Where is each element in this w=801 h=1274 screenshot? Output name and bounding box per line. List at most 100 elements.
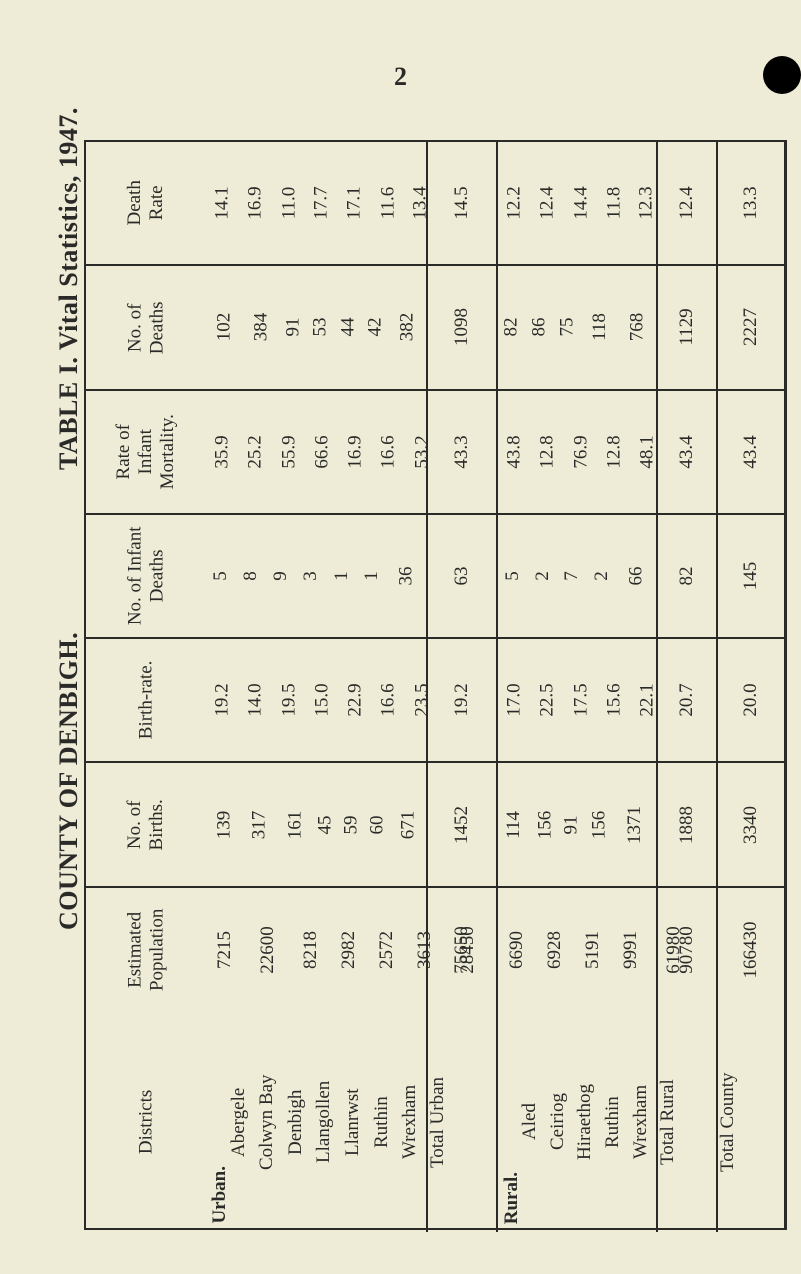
cell-value: 43.3 [452,418,472,486]
cell-value: 22.5 [538,684,558,717]
cell-value: 1 [331,571,351,581]
cell-value: 22.9 [346,684,366,717]
cell-value: 60 [368,815,388,834]
cell-value: 7215 [215,931,235,969]
rural-values: 43.812.876.912.848.1 [496,391,656,513]
cell-value: 2982 [339,931,359,969]
table-row: No. ofDeaths1023849153444238210988286751… [86,266,784,390]
cell-value: 20.7 [677,671,697,729]
district-label: Aled [520,1012,539,1232]
cell-value: 3613 [415,931,435,969]
value-group: 669069285191999161980 [498,940,656,960]
row-header-label: No. ofDeaths [124,301,168,354]
cell-value: 156 [589,810,609,839]
districts-label: Districts [135,1090,157,1154]
urban-group-label: Urban. [210,1166,230,1224]
district-label: Wrexham [400,1012,419,1232]
row-cells: 14.116.911.017.717.111.613.414.512.212.4… [206,142,784,264]
cell-value: 9 [271,571,291,581]
cell-value: 14.5 [452,169,472,237]
cell-value: 317 [249,810,269,839]
cell-value: 7 [562,571,582,581]
row-header: DeathRate [86,142,206,264]
cell-value: 2227 [741,294,761,360]
total-county-value: 145 [716,515,784,637]
cell-value: 12.3 [637,187,657,220]
cell-value: 11.8 [604,187,624,220]
cell-value: 12.4 [677,174,697,232]
total-urban-value: 75650 [426,888,496,1012]
cell-value: 53.2 [412,435,432,468]
total-rural-header: Total Rural [656,1012,716,1232]
urban-values: 58931136 [206,515,426,637]
total-urban-value: 1452 [426,763,496,885]
rural-districts-cell: Rural. Aled Ceiriog Hiraethog Ruthin Wrexham [496,1012,656,1232]
cell-value: 12.8 [604,435,624,468]
total-county-label: Total County [718,1012,737,1232]
total-rural-label: Total Rural [658,1012,677,1232]
cell-value: 166430 [741,917,761,983]
row-header-label: No. of InfantDeaths [124,527,168,626]
value-group: 19.214.019.515.022.916.623.5 [206,690,426,710]
cell-value: 44 [338,318,358,337]
cell-value: 66.6 [312,435,332,468]
total-rural-value: 12.4 [656,142,716,264]
cell-value: 768 [627,313,647,342]
cell-value: 43.4 [741,419,761,485]
cell-value: 11.6 [378,187,398,220]
row-cells: 35.925.255.966.616.916.653.243.343.812.8… [206,391,784,513]
cell-value: 102 [214,313,234,342]
district-label: Ceiriog [548,1012,567,1232]
total-urban-value: 63 [426,515,496,637]
urban-values: 139317161455960671 [206,763,426,885]
district-label: Llanrwst [343,1012,362,1232]
urban-values: 721522600821829822572361328450 [206,888,426,1012]
cell-value: 9991 [621,931,641,969]
cell-value: 19.2 [452,666,472,734]
cell-value: 161 [285,810,305,839]
cell-value: 1098 [452,293,472,361]
cell-value: 2 [592,571,612,581]
cell-value: 5191 [583,931,603,969]
total-urban-value: 14.5 [426,142,496,264]
rural-values: 527266 [496,515,656,637]
value-group: 139317161455960671 [206,815,426,835]
cell-value: 91 [283,318,303,337]
cell-value: 17.0 [505,684,525,717]
cell-value: 53 [311,318,331,337]
total-county-value: 13.3 [716,142,784,264]
cell-value: 1888 [677,796,697,854]
row-cells: 19.214.019.515.022.916.623.5 19.2 17.0 22.5… [206,639,784,761]
row-header: No. ofDeaths [86,266,206,388]
urban-values: 35.925.255.966.616.916.653.2 [206,391,426,513]
cell-value: 156 [535,810,555,839]
cell-value: 82 [502,318,522,337]
district-label: Hiraethog [575,1012,594,1232]
rural-group-label: Rural. [502,1172,522,1224]
total-rural-value: 43.4 [656,391,716,513]
cell-value: 2 [533,571,553,581]
cell-value: 48.1 [638,435,658,468]
cell-value: 76.9 [571,435,591,468]
cell-value: 14.1 [213,187,233,220]
row-header-label: No. ofBirths. [124,799,168,850]
cell-value: 139 [214,810,234,839]
cell-value: 59 [342,815,362,834]
total-urban-value: 19.2 [426,639,496,761]
district-label: Ruthin [603,1012,622,1232]
district-label: Wrexham [631,1012,650,1232]
cell-value: 12.2 [505,187,525,220]
table-row: No. ofBirths.139317161455960671145211415… [86,763,784,887]
total-rural-value: 20.7 [656,639,716,761]
cell-value: 14.0 [246,684,266,717]
cell-value: 15.0 [312,684,332,717]
district-label: Llangollen [314,1012,333,1232]
total-county-value: 20.0 [716,639,784,761]
cell-value: 382 [398,313,418,342]
cell-value: 91 [562,815,582,834]
total-county-value: 166430 [716,888,784,1012]
total-urban-label: Total Urban [428,1012,447,1232]
cell-value: 1129 [677,298,697,356]
value-group: 114156911561371 [498,815,656,835]
cell-value: 8218 [301,931,321,969]
